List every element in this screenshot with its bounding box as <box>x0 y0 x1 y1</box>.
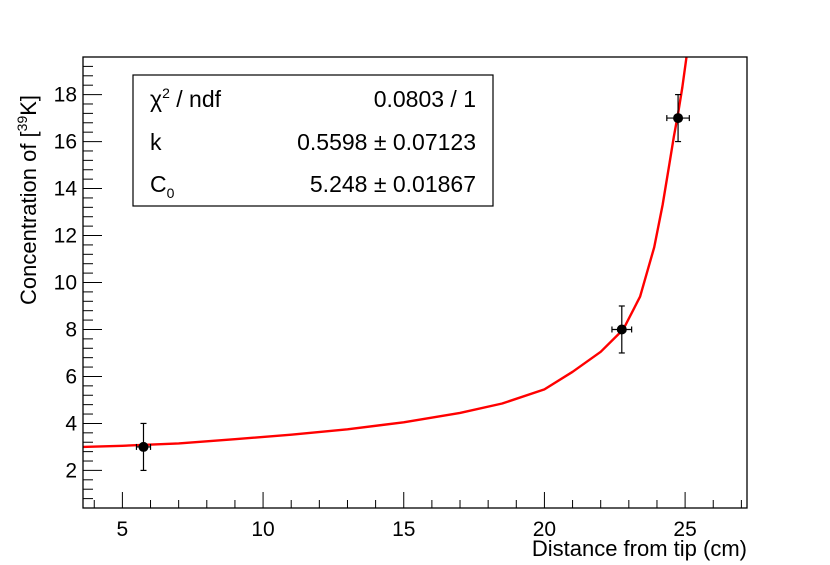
stats-k-value: 0.5598 ± 0.07123 <box>297 129 476 155</box>
y-tick-label: 16 <box>54 131 77 154</box>
y-tick-label: 2 <box>65 459 77 482</box>
data-point-marker <box>616 324 627 335</box>
x-tick-label: 25 <box>673 518 696 541</box>
x-tick-label: 5 <box>117 518 129 541</box>
data-point <box>135 422 152 472</box>
y-tick-label: 6 <box>65 365 77 388</box>
fit-curve-line <box>82 56 688 449</box>
x-tick-label: 10 <box>251 518 274 541</box>
y-axis-title: Concentration of [39K] <box>14 95 41 305</box>
stats-chi2-label: χ2 / ndf <box>150 85 222 112</box>
y-tick-label: 12 <box>54 225 77 248</box>
x-tick-label: 20 <box>533 518 556 541</box>
points-layer <box>135 93 690 472</box>
y-axis-title-superscript: 39 <box>14 116 30 132</box>
data-point-marker <box>138 441 149 452</box>
stats-c0-subscript: 0 <box>167 185 175 201</box>
data-point <box>666 93 690 143</box>
y-tick-label: 18 <box>54 84 77 107</box>
x-axis-title: Distance from tip (cm) <box>532 536 747 561</box>
fit-layer <box>82 56 688 449</box>
stats-chi2-value: 0.0803 / 1 <box>374 86 476 112</box>
stats-c0-label: C0 <box>150 171 175 201</box>
y-tick-label: 10 <box>54 272 77 295</box>
stats-box: χ2 / ndf 0.0803 / 1 k 0.5598 ± 0.07123 C… <box>132 74 494 207</box>
data-point <box>611 305 633 354</box>
stats-c0-symbol: C <box>150 171 167 197</box>
x-tick-label: 15 <box>392 518 415 541</box>
y-axis-title-prefix: Concentration of [ <box>16 131 41 305</box>
stats-c0-value: 5.248 ± 0.01867 <box>310 171 476 197</box>
y-axis-title-suffix: K] <box>16 95 41 116</box>
stats-chi2-superscript: 2 <box>162 85 170 101</box>
stats-box-frame <box>132 74 494 207</box>
y-tick-label: 14 <box>54 178 78 201</box>
stats-k-label: k <box>150 129 162 155</box>
y-tick-label: 8 <box>65 318 77 341</box>
data-point-marker <box>673 113 684 124</box>
stats-chi2-rest: / ndf <box>170 86 222 112</box>
stats-chi2-symbol: χ <box>150 86 162 112</box>
y-tick-label: 4 <box>65 412 77 435</box>
